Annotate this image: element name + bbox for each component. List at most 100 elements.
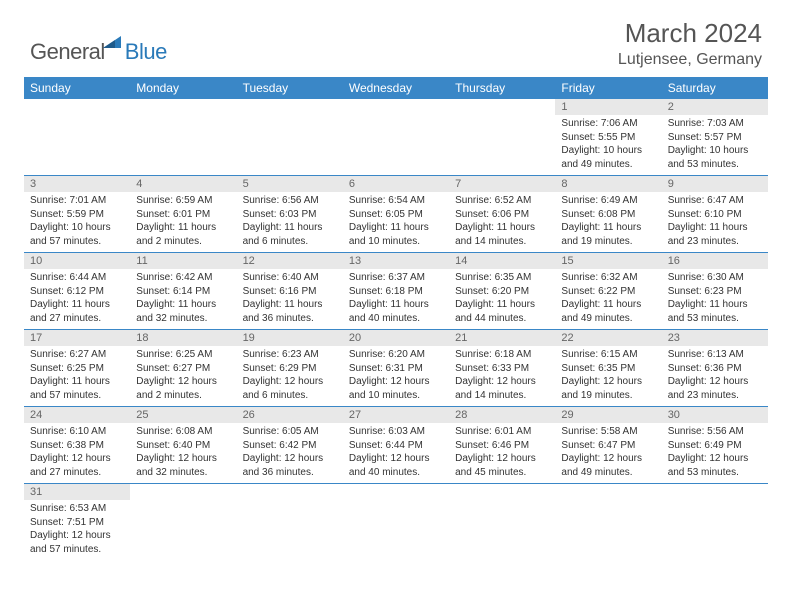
calendar-cell: 24Sunrise: 6:10 AMSunset: 6:38 PMDayligh…	[24, 407, 130, 484]
calendar-cell: 2Sunrise: 7:03 AMSunset: 5:57 PMDaylight…	[662, 99, 768, 176]
day-content: Sunrise: 6:18 AMSunset: 6:33 PMDaylight:…	[449, 346, 555, 406]
calendar-row: 10Sunrise: 6:44 AMSunset: 6:12 PMDayligh…	[24, 253, 768, 330]
calendar-cell: 3Sunrise: 7:01 AMSunset: 5:59 PMDaylight…	[24, 176, 130, 253]
calendar-cell: 25Sunrise: 6:08 AMSunset: 6:40 PMDayligh…	[130, 407, 236, 484]
day-number: 2	[662, 99, 768, 115]
calendar-cell	[237, 99, 343, 176]
calendar-table: Sunday Monday Tuesday Wednesday Thursday…	[24, 77, 768, 560]
day-number: 24	[24, 407, 130, 423]
calendar-cell: 21Sunrise: 6:18 AMSunset: 6:33 PMDayligh…	[449, 330, 555, 407]
weekday-header-row: Sunday Monday Tuesday Wednesday Thursday…	[24, 77, 768, 99]
weekday-header: Sunday	[24, 77, 130, 99]
day-number: 22	[555, 330, 661, 346]
day-content: Sunrise: 6:35 AMSunset: 6:20 PMDaylight:…	[449, 269, 555, 329]
calendar-row: 31Sunrise: 6:53 AMSunset: 7:51 PMDayligh…	[24, 484, 768, 561]
day-content: Sunrise: 5:58 AMSunset: 6:47 PMDaylight:…	[555, 423, 661, 483]
day-number: 19	[237, 330, 343, 346]
day-content: Sunrise: 6:05 AMSunset: 6:42 PMDaylight:…	[237, 423, 343, 483]
calendar-cell: 5Sunrise: 6:56 AMSunset: 6:03 PMDaylight…	[237, 176, 343, 253]
day-number: 23	[662, 330, 768, 346]
calendar-body: 1Sunrise: 7:06 AMSunset: 5:55 PMDaylight…	[24, 99, 768, 560]
day-number: 6	[343, 176, 449, 192]
calendar-cell	[343, 99, 449, 176]
day-content: Sunrise: 6:54 AMSunset: 6:05 PMDaylight:…	[343, 192, 449, 252]
day-number: 21	[449, 330, 555, 346]
day-number: 30	[662, 407, 768, 423]
calendar-cell: 13Sunrise: 6:37 AMSunset: 6:18 PMDayligh…	[343, 253, 449, 330]
weekday-header: Monday	[130, 77, 236, 99]
calendar-cell: 17Sunrise: 6:27 AMSunset: 6:25 PMDayligh…	[24, 330, 130, 407]
calendar-cell: 4Sunrise: 6:59 AMSunset: 6:01 PMDaylight…	[130, 176, 236, 253]
calendar-cell: 20Sunrise: 6:20 AMSunset: 6:31 PMDayligh…	[343, 330, 449, 407]
logo: General Blue	[30, 34, 167, 69]
day-content: Sunrise: 7:03 AMSunset: 5:57 PMDaylight:…	[662, 115, 768, 175]
day-content: Sunrise: 6:08 AMSunset: 6:40 PMDaylight:…	[130, 423, 236, 483]
day-content: Sunrise: 6:49 AMSunset: 6:08 PMDaylight:…	[555, 192, 661, 252]
day-number: 8	[555, 176, 661, 192]
day-content: Sunrise: 6:13 AMSunset: 6:36 PMDaylight:…	[662, 346, 768, 406]
day-content: Sunrise: 6:40 AMSunset: 6:16 PMDaylight:…	[237, 269, 343, 329]
calendar-cell	[555, 484, 661, 561]
calendar-cell: 10Sunrise: 6:44 AMSunset: 6:12 PMDayligh…	[24, 253, 130, 330]
calendar-cell	[662, 484, 768, 561]
calendar-cell: 22Sunrise: 6:15 AMSunset: 6:35 PMDayligh…	[555, 330, 661, 407]
calendar-cell: 27Sunrise: 6:03 AMSunset: 6:44 PMDayligh…	[343, 407, 449, 484]
location-text: Lutjensee, Germany	[618, 51, 762, 69]
calendar-cell: 29Sunrise: 5:58 AMSunset: 6:47 PMDayligh…	[555, 407, 661, 484]
day-number: 9	[662, 176, 768, 192]
day-content: Sunrise: 6:47 AMSunset: 6:10 PMDaylight:…	[662, 192, 768, 252]
day-content: Sunrise: 6:56 AMSunset: 6:03 PMDaylight:…	[237, 192, 343, 252]
day-content: Sunrise: 6:25 AMSunset: 6:27 PMDaylight:…	[130, 346, 236, 406]
day-number: 10	[24, 253, 130, 269]
day-content: Sunrise: 6:42 AMSunset: 6:14 PMDaylight:…	[130, 269, 236, 329]
calendar-cell: 19Sunrise: 6:23 AMSunset: 6:29 PMDayligh…	[237, 330, 343, 407]
day-number: 14	[449, 253, 555, 269]
calendar-cell	[343, 484, 449, 561]
calendar-cell: 18Sunrise: 6:25 AMSunset: 6:27 PMDayligh…	[130, 330, 236, 407]
day-number: 27	[343, 407, 449, 423]
day-number: 17	[24, 330, 130, 346]
weekday-header: Tuesday	[237, 77, 343, 99]
title-block: March 2024 Lutjensee, Germany	[618, 18, 762, 69]
calendar-cell: 28Sunrise: 6:01 AMSunset: 6:46 PMDayligh…	[449, 407, 555, 484]
calendar-cell: 8Sunrise: 6:49 AMSunset: 6:08 PMDaylight…	[555, 176, 661, 253]
calendar-cell	[237, 484, 343, 561]
calendar-cell: 16Sunrise: 6:30 AMSunset: 6:23 PMDayligh…	[662, 253, 768, 330]
day-content: Sunrise: 6:52 AMSunset: 6:06 PMDaylight:…	[449, 192, 555, 252]
calendar-cell: 1Sunrise: 7:06 AMSunset: 5:55 PMDaylight…	[555, 99, 661, 176]
calendar-cell	[449, 99, 555, 176]
day-content: Sunrise: 6:20 AMSunset: 6:31 PMDaylight:…	[343, 346, 449, 406]
day-content: Sunrise: 5:56 AMSunset: 6:49 PMDaylight:…	[662, 423, 768, 483]
day-number: 18	[130, 330, 236, 346]
day-content: Sunrise: 6:30 AMSunset: 6:23 PMDaylight:…	[662, 269, 768, 329]
page-title: March 2024	[618, 18, 762, 49]
day-content: Sunrise: 7:01 AMSunset: 5:59 PMDaylight:…	[24, 192, 130, 252]
calendar-row: 3Sunrise: 7:01 AMSunset: 5:59 PMDaylight…	[24, 176, 768, 253]
calendar-row: 24Sunrise: 6:10 AMSunset: 6:38 PMDayligh…	[24, 407, 768, 484]
day-content: Sunrise: 6:10 AMSunset: 6:38 PMDaylight:…	[24, 423, 130, 483]
day-number: 13	[343, 253, 449, 269]
day-number: 5	[237, 176, 343, 192]
calendar-cell	[24, 99, 130, 176]
day-content: Sunrise: 6:27 AMSunset: 6:25 PMDaylight:…	[24, 346, 130, 406]
day-number: 12	[237, 253, 343, 269]
calendar-cell: 30Sunrise: 5:56 AMSunset: 6:49 PMDayligh…	[662, 407, 768, 484]
calendar-cell: 7Sunrise: 6:52 AMSunset: 6:06 PMDaylight…	[449, 176, 555, 253]
day-number: 26	[237, 407, 343, 423]
day-content: Sunrise: 6:59 AMSunset: 6:01 PMDaylight:…	[130, 192, 236, 252]
weekday-header: Wednesday	[343, 77, 449, 99]
calendar-row: 1Sunrise: 7:06 AMSunset: 5:55 PMDaylight…	[24, 99, 768, 176]
day-content: Sunrise: 6:37 AMSunset: 6:18 PMDaylight:…	[343, 269, 449, 329]
header: General Blue March 2024 Lutjensee, Germa…	[0, 0, 792, 77]
day-number: 31	[24, 484, 130, 500]
calendar-cell	[130, 484, 236, 561]
day-number: 16	[662, 253, 768, 269]
calendar-cell: 26Sunrise: 6:05 AMSunset: 6:42 PMDayligh…	[237, 407, 343, 484]
weekday-header: Thursday	[449, 77, 555, 99]
calendar-row: 17Sunrise: 6:27 AMSunset: 6:25 PMDayligh…	[24, 330, 768, 407]
weekday-header: Friday	[555, 77, 661, 99]
day-number: 29	[555, 407, 661, 423]
day-number: 3	[24, 176, 130, 192]
day-number: 28	[449, 407, 555, 423]
calendar-cell	[449, 484, 555, 561]
